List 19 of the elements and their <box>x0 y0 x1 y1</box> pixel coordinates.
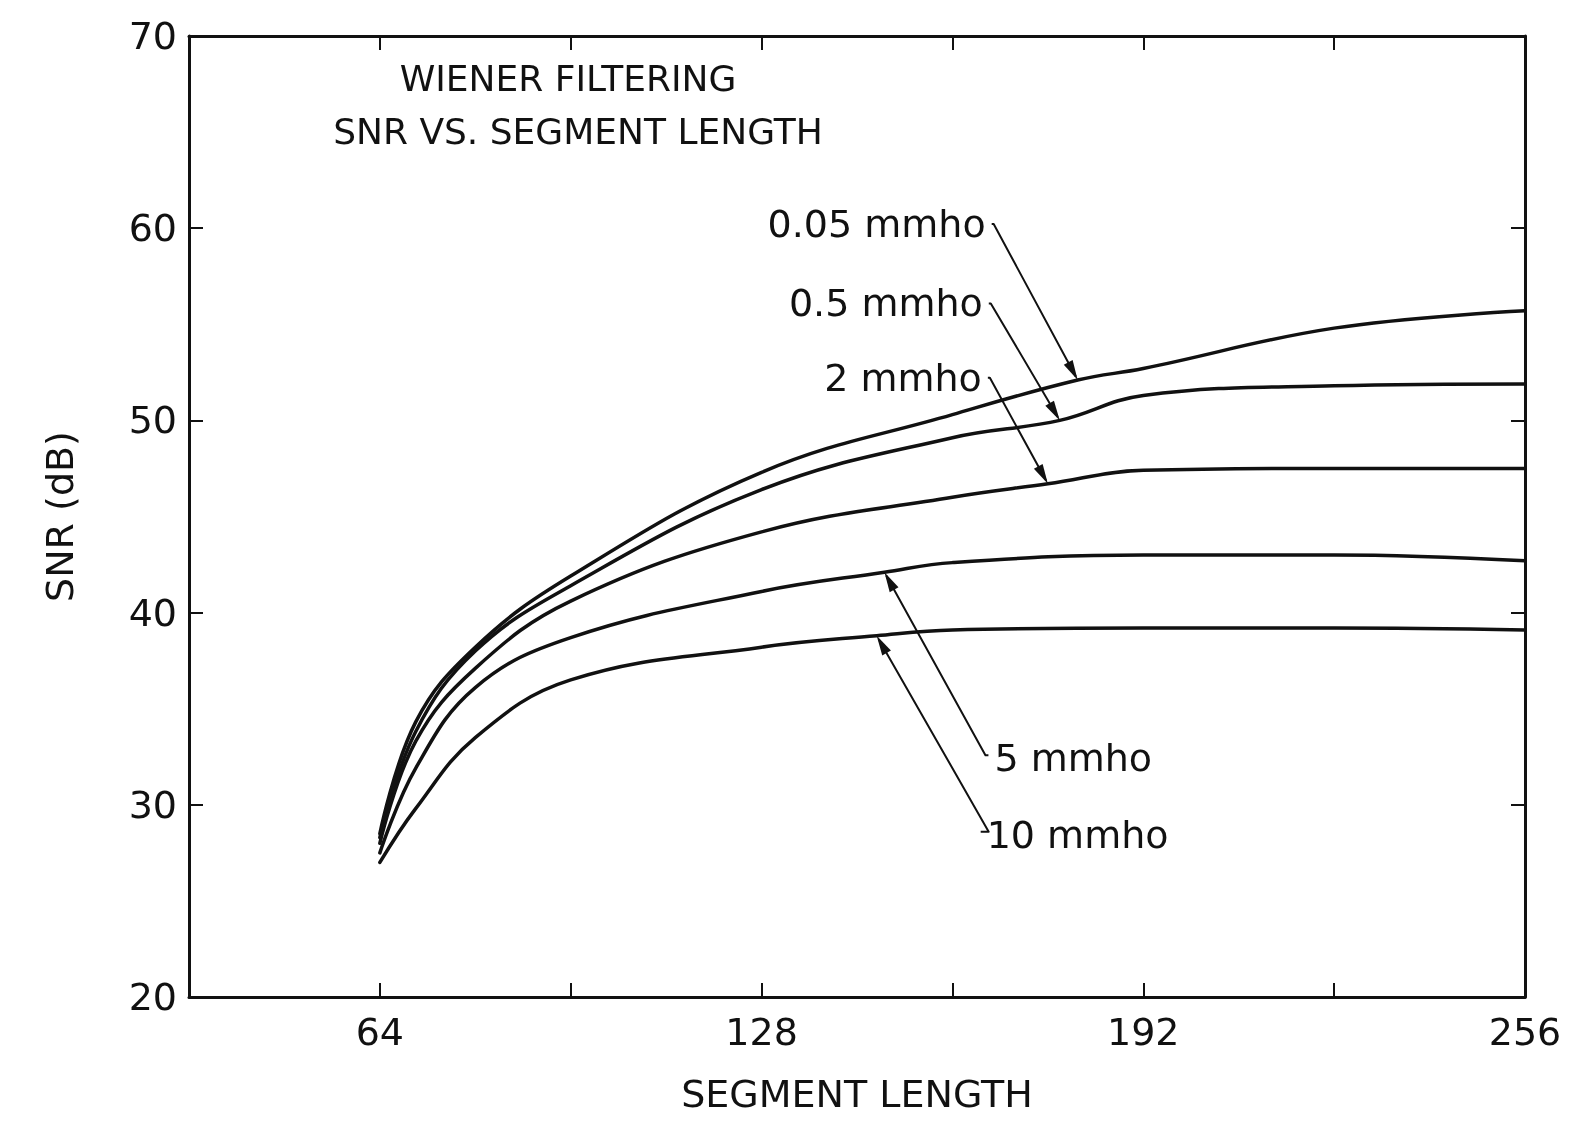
annotation: 0.05 mmho <box>767 202 986 247</box>
annotation: 10 mmho <box>986 812 1169 857</box>
y-tick-label: 50 <box>128 398 177 443</box>
text: SNR VS. SEGMENT LENGTH <box>333 110 823 152</box>
x-tick-label: 64 <box>355 1010 405 1054</box>
y-tick-label: 60 <box>128 206 177 251</box>
annotation: 2 mmho <box>824 355 982 400</box>
text: WIENER FILTERING <box>399 57 737 99</box>
x-tick-label: 128 <box>725 1010 798 1054</box>
y-tick-label: 70 <box>128 14 177 58</box>
y-tick-label: 20 <box>128 975 177 1019</box>
annotation: 5 mmho <box>994 736 1153 781</box>
x-tick-label: 192 <box>1107 1010 1180 1054</box>
y-axis-title: SNR (dB) <box>38 431 82 602</box>
x-axis-title: SEGMENT LENGTH <box>681 1072 1033 1116</box>
y-tick-label: 30 <box>128 782 177 827</box>
x-tick-label: 256 <box>1488 1010 1562 1054</box>
y-tick-label: 40 <box>128 590 177 635</box>
annotation: 0.5 mmho <box>788 281 983 326</box>
